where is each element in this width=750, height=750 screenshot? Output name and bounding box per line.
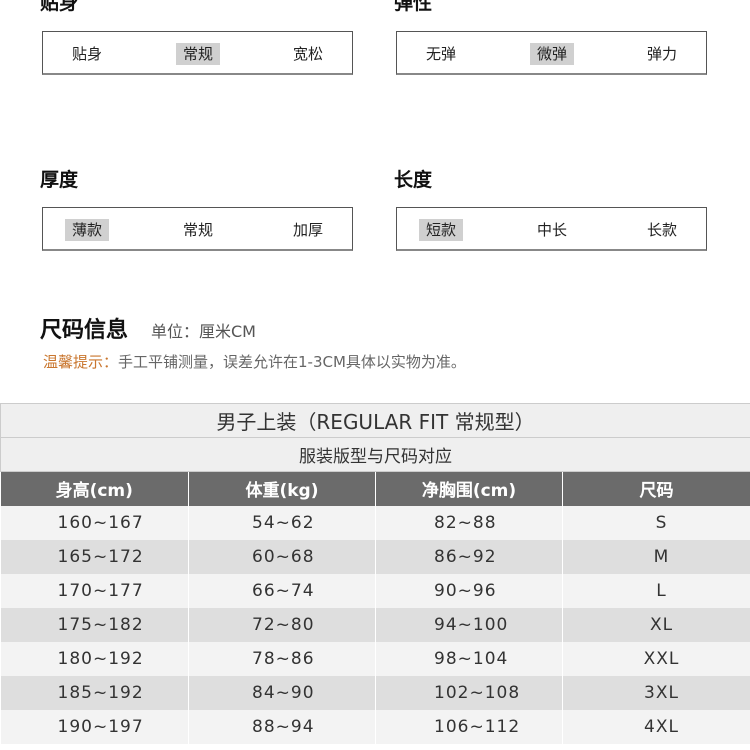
- attribute-option: 宽松: [293, 45, 324, 63]
- table-cell: 72~80: [188, 607, 376, 642]
- table-cell: 190~197: [0, 709, 189, 744]
- table-cell: XL: [562, 607, 750, 642]
- table-cell: 102~108: [375, 675, 563, 710]
- table-cell: 160~167: [0, 505, 189, 540]
- size-info-title: 尺码信息: [40, 318, 129, 343]
- attribute-option: 无弹: [426, 45, 457, 63]
- table-row: 175~182 72~80 94~100 XL: [0, 607, 750, 642]
- table-row: 185~192 84~90 102~108 3XL: [0, 675, 750, 710]
- attribute-title: 弹性: [394, 0, 433, 14]
- table-row: 165~172 60~68 86~92 M: [0, 539, 750, 574]
- column-header: 体重(kg): [188, 471, 376, 506]
- attribute-option: 加厚: [293, 221, 324, 239]
- attribute-option-selected: 常规: [176, 43, 221, 65]
- table-cell: 84~90: [188, 675, 376, 710]
- attribute-scale: 短款 中长 长款: [396, 207, 707, 251]
- table-subtitle: 服装版型与尺码对应: [0, 437, 750, 472]
- attribute-title: 贴身: [40, 0, 79, 14]
- column-header: 身高(cm): [0, 471, 189, 506]
- table-cell: 170~177: [0, 573, 189, 608]
- table-row: 160~167 54~62 82~88 S: [0, 505, 750, 540]
- attribute-option: 弹力: [647, 45, 678, 63]
- table-cell: 94~100: [375, 607, 563, 642]
- table-row: 180~192 78~86 98~104 XXL: [0, 641, 750, 676]
- attribute-scale: 贴身 常规 宽松: [42, 31, 353, 75]
- table-cell: 90~96: [375, 573, 563, 608]
- table-cell: XXL: [562, 641, 750, 676]
- table-cell: L: [562, 573, 750, 608]
- table-cell: 98~104: [375, 641, 563, 676]
- table-cell: 82~88: [375, 505, 563, 540]
- tip-label: 温馨提示：: [43, 353, 119, 371]
- table-cell: 4XL: [562, 709, 750, 744]
- table-cell: 185~192: [0, 675, 189, 710]
- attribute-title: 厚度: [40, 169, 79, 191]
- attribute-option: 长款: [647, 221, 678, 239]
- table-cell: 165~172: [0, 539, 189, 574]
- size-tip: 温馨提示：手工平铺测量，误差允许在1-3CM具体以实物为准。: [43, 351, 466, 372]
- column-header: 尺码: [562, 471, 750, 506]
- attribute-scale: 薄款 常规 加厚: [42, 207, 353, 251]
- table-row: 190~197 88~94 106~112 4XL: [0, 709, 750, 744]
- attribute-option: 常规: [183, 221, 214, 239]
- column-header: 净胸围(cm): [375, 471, 563, 506]
- table-cell: 180~192: [0, 641, 189, 676]
- attribute-option-selected: 短款: [419, 219, 464, 241]
- attribute-scale: 无弹 微弹 弹力: [396, 31, 707, 75]
- table-cell: 3XL: [562, 675, 750, 710]
- table-cell: 54~62: [188, 505, 376, 540]
- table-cell: 60~68: [188, 539, 376, 574]
- table-title: 男子上装（REGULAR FIT 常规型）: [0, 403, 750, 438]
- table-cell: 88~94: [188, 709, 376, 744]
- table-cell: M: [562, 539, 750, 574]
- table-cell: 175~182: [0, 607, 189, 642]
- size-table: 男子上装（REGULAR FIT 常规型） 服装版型与尺码对应 身高(cm) 体重…: [0, 403, 750, 744]
- attribute-option-selected: 微弹: [530, 43, 575, 65]
- table-row: 170~177 66~74 90~96 L: [0, 573, 750, 608]
- table-cell: 86~92: [375, 539, 563, 574]
- table-cell: S: [562, 505, 750, 540]
- table-cell: 66~74: [188, 573, 376, 608]
- attribute-title: 长度: [394, 169, 433, 191]
- tip-text: 手工平铺测量，误差允许在1-3CM具体以实物为准。: [118, 353, 466, 371]
- attribute-option: 中长: [537, 221, 568, 239]
- table-cell: 106~112: [375, 709, 563, 744]
- table-cell: 78~86: [188, 641, 376, 676]
- attribute-option-selected: 薄款: [65, 219, 110, 241]
- attribute-option: 贴身: [72, 45, 103, 63]
- size-unit: 单位：厘米CM: [151, 322, 256, 341]
